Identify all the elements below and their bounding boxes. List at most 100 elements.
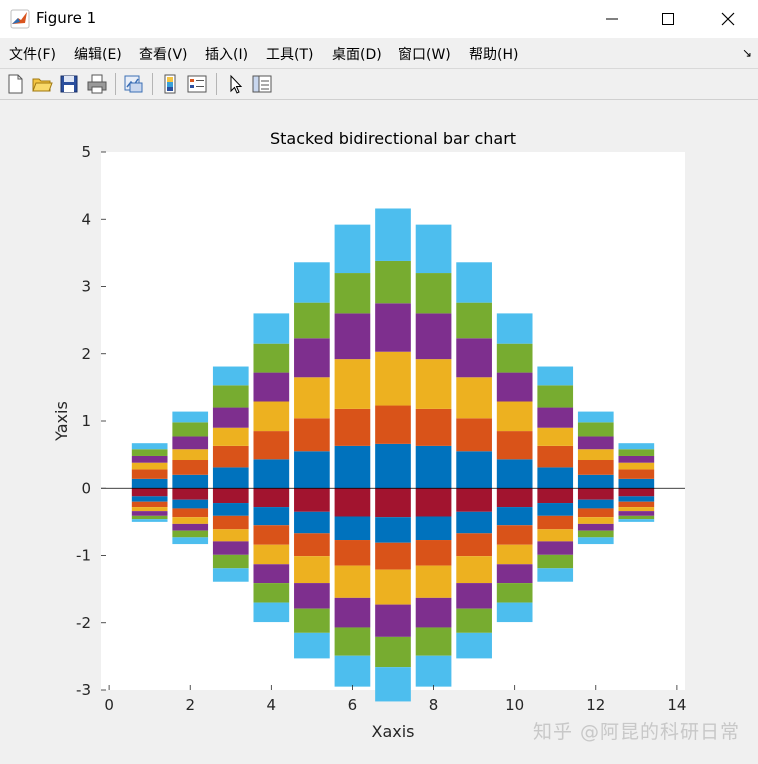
- toolbar-separator: [216, 73, 217, 95]
- bar-segment: [172, 460, 209, 475]
- bar-segment: [131, 449, 168, 456]
- bar-segment: [172, 499, 209, 509]
- bar-segment: [334, 359, 371, 409]
- save-icon[interactable]: [58, 73, 80, 95]
- bar-segment: [131, 515, 168, 520]
- bar-segment: [131, 496, 168, 502]
- bar-segment: [456, 533, 492, 557]
- bar-segment: [456, 262, 492, 303]
- close-button[interactable]: [700, 0, 756, 38]
- bar-segment: [577, 508, 614, 518]
- bar-segment: [131, 443, 168, 450]
- menu-tools[interactable]: 工具(T): [266, 47, 314, 63]
- bar-segment: [496, 431, 533, 460]
- bar-segment: [131, 511, 168, 516]
- legend-icon[interactable]: [186, 73, 208, 95]
- menu-window[interactable]: 窗口(W): [398, 47, 451, 63]
- y-tick-label: 3: [81, 278, 91, 296]
- bar-segment: [294, 451, 330, 489]
- bar-segment: [294, 533, 330, 557]
- y-tick-label: -1: [76, 547, 91, 565]
- bar-segment: [334, 488, 371, 517]
- bar-segment: [212, 467, 249, 489]
- bar-segment: [577, 474, 614, 489]
- x-tick-label: 10: [505, 696, 524, 714]
- bar-segment: [212, 385, 249, 408]
- bar-segment: [172, 449, 209, 461]
- bar-segment: [537, 445, 574, 468]
- bar-segment: [253, 372, 290, 402]
- bar-segment: [375, 405, 411, 444]
- y-tick-label: 5: [81, 143, 91, 161]
- bar-segment: [496, 372, 533, 402]
- figure-canvas: -3 -2 -1 0 1 2 3 4 5 0 2 4 6 8 10 12 14 Stacked bidirecti…: [0, 100, 758, 764]
- bar-segment: [618, 462, 655, 470]
- bar-segment: [334, 445, 371, 489]
- bar-segment: [294, 418, 330, 452]
- pointer-icon[interactable]: [224, 73, 246, 95]
- maximize-button[interactable]: [640, 0, 696, 38]
- toolbar-separator: [115, 73, 116, 95]
- y-tick-label: 0: [81, 479, 91, 497]
- bar-segment: [253, 583, 290, 603]
- bar-segment: [618, 488, 655, 497]
- menu-help[interactable]: 帮助(H): [469, 47, 519, 63]
- y-tick-label: 4: [81, 210, 91, 228]
- bar-segment: [415, 224, 452, 274]
- bar-segment: [537, 541, 574, 555]
- bar-segment: [577, 537, 614, 545]
- bar-segment: [375, 208, 411, 261]
- bar-segment: [212, 568, 249, 582]
- bar-segment: [577, 530, 614, 538]
- bar-segment: [334, 627, 371, 656]
- bar-segment: [415, 597, 452, 628]
- print-icon[interactable]: [86, 73, 108, 95]
- bar-segment: [172, 422, 209, 437]
- bar-segment: [456, 418, 492, 452]
- bar-segment: [253, 507, 290, 526]
- toolbar-separator: [152, 73, 153, 95]
- x-tick-label: 4: [267, 696, 277, 714]
- bar-segment: [172, 537, 209, 545]
- x-tick-label: 6: [348, 696, 358, 714]
- bar-segment: [577, 411, 614, 423]
- bar-segment: [618, 511, 655, 516]
- matlab-logo-icon: [10, 9, 30, 29]
- bar-segment: [334, 516, 371, 541]
- bar-segment: [294, 377, 330, 419]
- menu-insert[interactable]: 插入(I): [205, 47, 249, 63]
- open-file-icon[interactable]: [31, 73, 53, 95]
- bar-segment: [212, 554, 249, 569]
- bar-segment: [294, 488, 330, 512]
- menu-view[interactable]: 查看(V): [139, 47, 188, 63]
- bar-segment: [294, 632, 330, 659]
- new-figure-icon[interactable]: [4, 73, 26, 95]
- colorbar-icon[interactable]: [159, 73, 181, 95]
- menu-edit[interactable]: 编辑(E): [74, 47, 122, 63]
- bar-segment: [496, 525, 533, 545]
- bar-segment: [334, 273, 371, 314]
- minimize-button[interactable]: [584, 0, 640, 38]
- close-icon: [721, 12, 735, 26]
- menu-file[interactable]: 文件(F): [9, 47, 56, 63]
- menu-desktop[interactable]: 桌面(D): [332, 47, 382, 63]
- bar-segment: [131, 507, 168, 512]
- bar-segment: [456, 556, 492, 584]
- bar-segment: [618, 469, 655, 479]
- bar-segment: [212, 488, 249, 504]
- dock-arrow-icon[interactable]: ↘: [741, 46, 752, 60]
- link-plot-icon[interactable]: [122, 73, 144, 95]
- bar-segment: [294, 608, 330, 633]
- bar-segment: [131, 519, 168, 522]
- bar-segment: [415, 359, 452, 409]
- property-editor-icon[interactable]: [251, 73, 273, 95]
- bar-segment: [172, 474, 209, 489]
- bar-segment: [456, 488, 492, 512]
- bar-segment: [537, 427, 574, 446]
- bar-segment: [456, 608, 492, 633]
- bar-segment: [294, 511, 330, 534]
- bar-segment: [172, 523, 209, 531]
- bar-segment: [334, 408, 371, 446]
- bar-segment: [172, 411, 209, 423]
- bar-segment: [375, 488, 411, 518]
